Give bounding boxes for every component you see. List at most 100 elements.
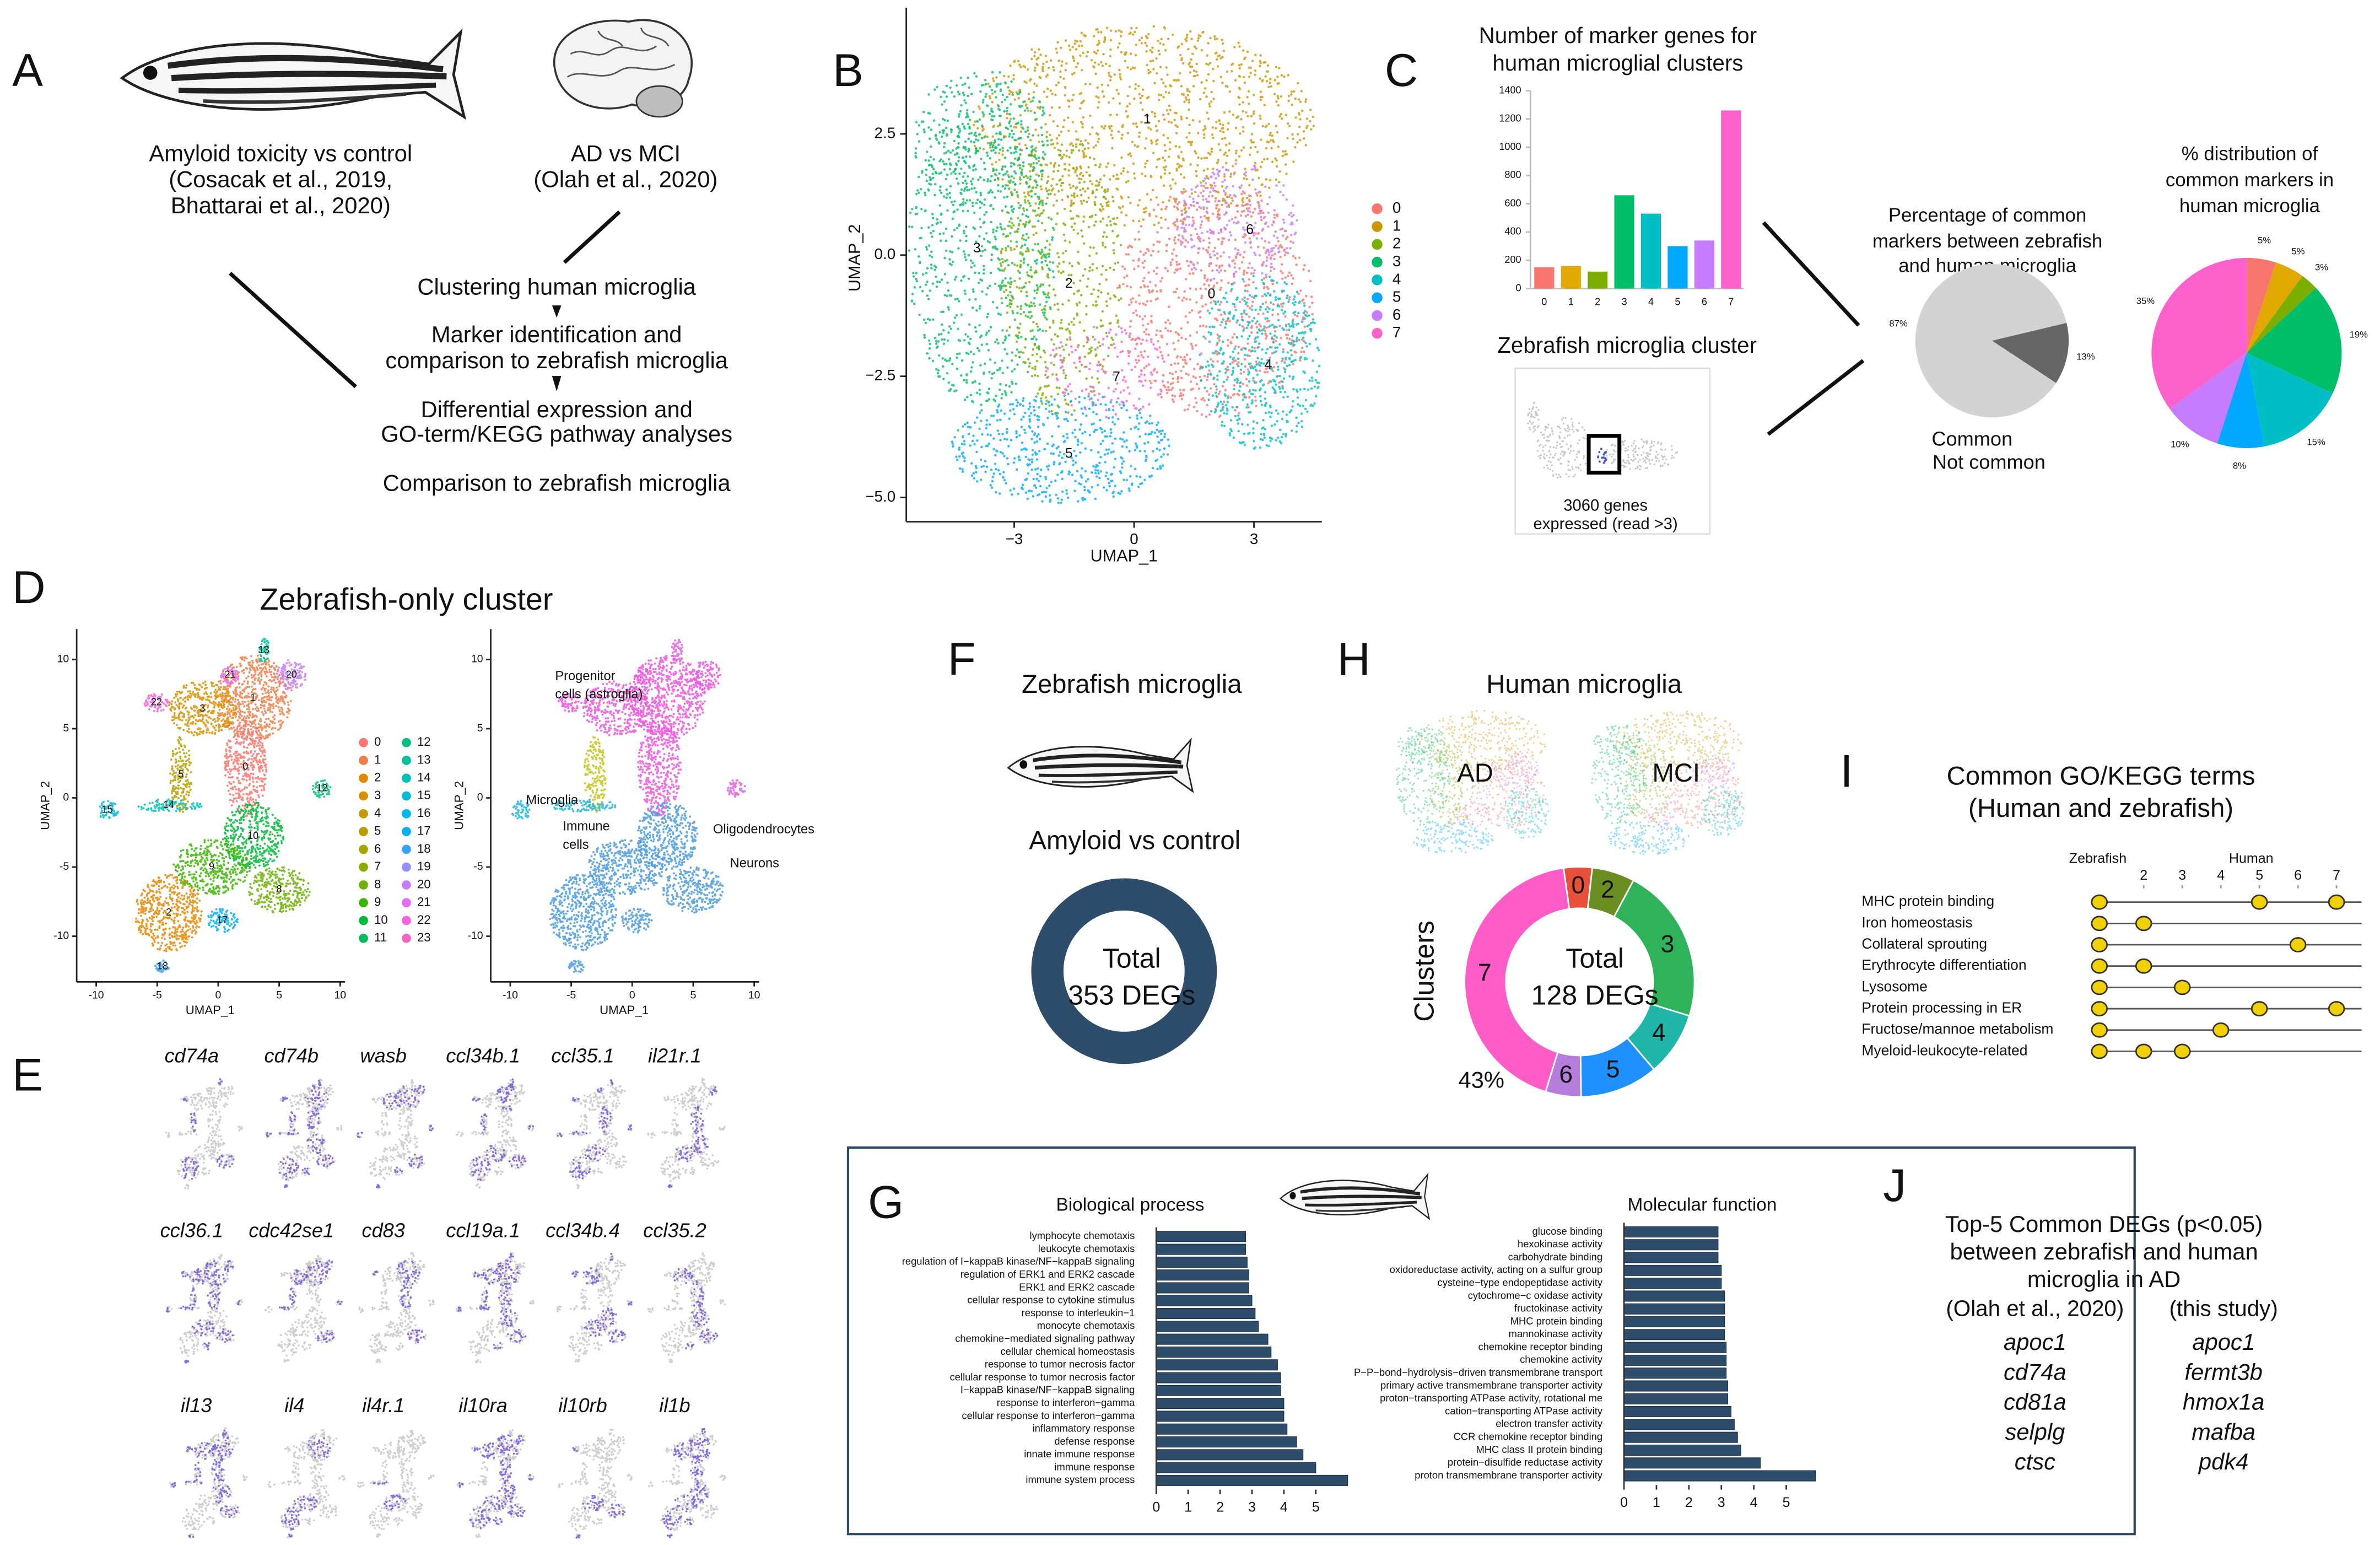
cell-points xyxy=(668,1358,673,1364)
brain-illustration xyxy=(553,19,693,118)
y-tick-label: chemokine−mediated signaling pathway xyxy=(955,1332,1135,1344)
y-tick-label: 5 xyxy=(477,722,483,734)
cell-points xyxy=(475,1533,481,1538)
cell-points xyxy=(610,1079,614,1085)
cell-points xyxy=(306,1107,320,1129)
cell-points xyxy=(673,1442,693,1460)
cell-points xyxy=(508,1429,514,1436)
cell-points xyxy=(1645,800,1686,829)
connector xyxy=(229,272,357,389)
panel-letter: G xyxy=(868,1176,904,1228)
cell-points xyxy=(397,1435,422,1459)
bar xyxy=(1156,1243,1246,1255)
cell-points xyxy=(582,1267,601,1285)
gene-label: il1b xyxy=(659,1394,690,1417)
cluster-label: 4 xyxy=(1264,357,1272,372)
legend-label: 20 xyxy=(417,877,431,891)
cell-points xyxy=(306,1134,325,1155)
cell-points xyxy=(184,1359,190,1364)
bar xyxy=(1640,213,1661,289)
cell-points xyxy=(324,1259,333,1271)
legend-label: 9 xyxy=(374,895,381,909)
x-tick-label: −3 xyxy=(1006,530,1023,547)
cell-points xyxy=(662,1479,684,1485)
legend-swatch xyxy=(359,844,368,854)
cell-points xyxy=(134,874,203,952)
cell-points xyxy=(1116,186,1314,418)
cell-points xyxy=(1625,743,1671,827)
cell-points xyxy=(614,1085,626,1094)
pie-slice xyxy=(2151,257,2247,409)
cell-points xyxy=(407,1329,425,1343)
cell-points xyxy=(398,1481,419,1504)
bar xyxy=(1623,1444,1741,1456)
cell-points xyxy=(608,1428,614,1436)
y-tick-label: 5 xyxy=(63,722,69,734)
y-tick-label: leukocyte chemotaxis xyxy=(1038,1242,1135,1254)
cell-points xyxy=(674,1493,698,1513)
section-title: Zebrafish microglia cluster xyxy=(1497,332,1757,358)
y-tick-label: immune system process xyxy=(1026,1474,1135,1485)
cluster-label: 15 xyxy=(102,804,113,815)
bar xyxy=(1156,1372,1281,1383)
cell-points xyxy=(306,1087,312,1094)
y-tick-label: 800 xyxy=(1504,169,1521,180)
x-tick-label: 7 xyxy=(2333,868,2340,883)
pie-slice xyxy=(2246,262,2303,353)
legend-label: 4 xyxy=(1393,270,1401,287)
cluster-label: 6 xyxy=(1246,222,1254,237)
y-tick-label: 200 xyxy=(1504,254,1521,265)
cell-points xyxy=(688,1261,695,1268)
cell-points xyxy=(206,1516,215,1525)
cell-points xyxy=(571,1271,579,1278)
y-tick-label: cellular response to interferon−gamma xyxy=(962,1409,1136,1421)
cell-points xyxy=(1504,786,1550,839)
legend-label: 18 xyxy=(417,842,431,855)
cell-points xyxy=(584,1144,606,1162)
cell-points xyxy=(468,1331,490,1356)
gene-label: ccl19a.1 xyxy=(446,1219,520,1242)
bar xyxy=(1156,1398,1285,1409)
cell-points xyxy=(395,1342,404,1352)
cluster-label: 20 xyxy=(286,669,297,680)
cell-points xyxy=(597,1279,613,1312)
x-tick-label: 3 xyxy=(1250,530,1258,547)
cell-points xyxy=(289,1092,311,1110)
cell-points xyxy=(593,1342,603,1351)
panel-letter: C xyxy=(1385,44,1418,96)
cell-points xyxy=(1395,732,1451,826)
bar xyxy=(1156,1411,1285,1422)
cell-points xyxy=(582,1267,603,1286)
cell-points xyxy=(398,1133,419,1154)
y-tick-label: -5 xyxy=(60,860,69,873)
legend-swatch xyxy=(1372,328,1383,339)
cluster-label: 2 xyxy=(1065,276,1073,291)
y-tick-label: cysteine−type endopeptidase activity xyxy=(1438,1277,1603,1288)
connector xyxy=(563,210,621,264)
x-tick-label: 7 xyxy=(1728,296,1734,307)
cell-points xyxy=(301,1341,312,1351)
cell-points xyxy=(557,692,582,713)
cell-points xyxy=(456,1131,464,1137)
cell-points xyxy=(556,1305,562,1312)
cell-points xyxy=(266,1132,272,1138)
cell-points xyxy=(207,1307,228,1329)
cell-points xyxy=(216,1154,235,1169)
x-tick-label: 0 xyxy=(629,989,635,1002)
bar xyxy=(1721,110,1741,289)
y-tick-label: immune response xyxy=(1054,1461,1135,1472)
cell-points xyxy=(609,1252,613,1261)
cell-points xyxy=(579,1113,588,1135)
chart-title: (Human and zebrafish) xyxy=(1968,794,2233,823)
cell-points xyxy=(508,1155,526,1169)
cell-points xyxy=(410,1079,414,1086)
human-dot xyxy=(2173,979,2191,995)
mini-umap-frame xyxy=(1514,367,1711,535)
data-label: 87% xyxy=(1889,319,1908,329)
y-tick-label: oxidoreductase activity, acting on a sul… xyxy=(1390,1264,1602,1275)
bar xyxy=(1623,1264,1722,1276)
cell-points xyxy=(468,1480,488,1486)
cell-points xyxy=(999,136,1122,415)
y-tick-label: inflammatory response xyxy=(1033,1423,1135,1434)
